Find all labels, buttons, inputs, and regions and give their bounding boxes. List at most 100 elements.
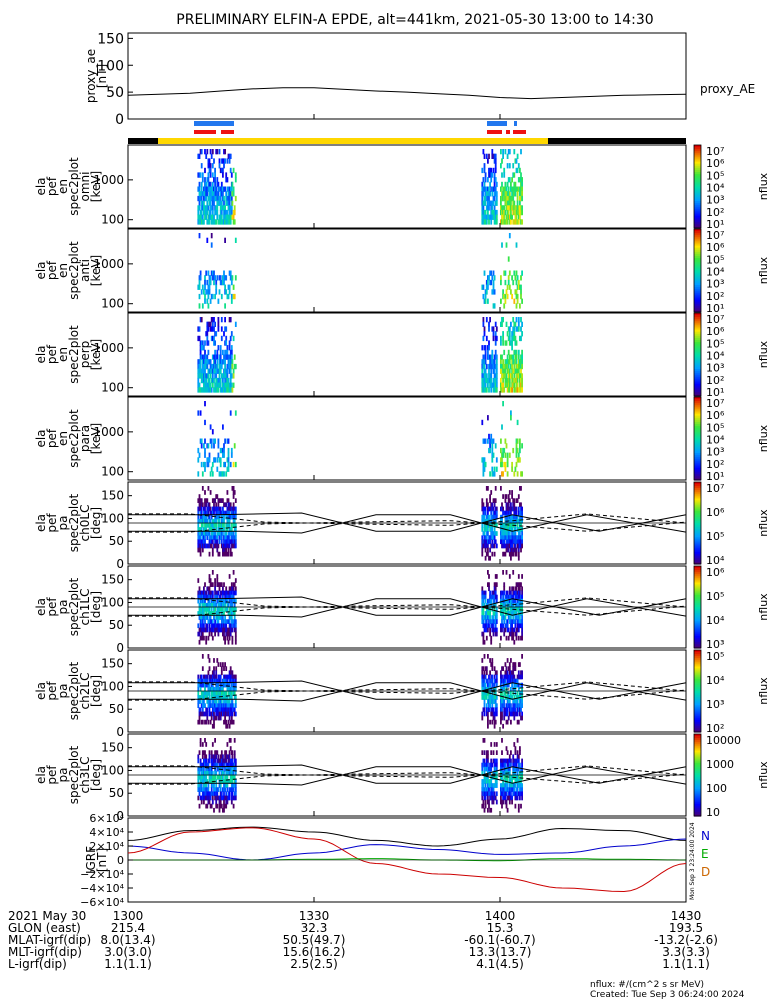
spectrogram-cell [217, 368, 220, 374]
colorbar-tick-label: 100 [706, 782, 727, 795]
spectrogram-cell [492, 619, 495, 624]
spectrogram-cell [234, 607, 237, 612]
spectrogram-cell [492, 707, 495, 713]
spectrogram-cell [233, 695, 236, 700]
spectrogram-cell [207, 163, 210, 169]
spectrogram-cell [226, 457, 229, 463]
colorbar-swatch [694, 525, 701, 528]
spectrogram-cell [201, 200, 204, 206]
spectrogram-cell [201, 719, 204, 725]
spectrogram-cell [516, 471, 519, 477]
spectrogram-cell [512, 506, 515, 512]
spectrogram-cell [208, 382, 211, 388]
spectrogram-cell [204, 783, 206, 788]
colorbar-swatch [694, 494, 701, 497]
spectrogram-cell [227, 523, 230, 528]
spectrogram-cell [501, 506, 503, 512]
spectrogram-cell [206, 762, 209, 768]
colorbar-swatch [694, 463, 701, 467]
spectrogram-cell [485, 607, 488, 612]
spectrogram-cell [203, 750, 205, 755]
spectrogram-cell [223, 791, 225, 797]
spectrogram-cell [218, 686, 221, 692]
spectrogram-cell [227, 686, 230, 692]
colorbar-swatch [694, 682, 701, 686]
spectrogram-cell [495, 214, 498, 220]
spectrogram-cell [511, 619, 513, 624]
spectrogram-cell [214, 457, 216, 463]
spectrogram-cell [516, 167, 519, 174]
spectrogram-cell [219, 471, 222, 477]
spectrogram-cell [493, 219, 496, 225]
spectrogram-cell [504, 691, 507, 696]
spectrogram-cell [200, 691, 203, 696]
spectrogram-cell [506, 387, 509, 393]
spectrogram-cell [490, 502, 493, 508]
l-value: 1.1(1.1) [662, 957, 710, 971]
spectrogram-cell [490, 787, 493, 792]
spectrogram-cell [219, 527, 222, 532]
spectrogram-cell [199, 527, 202, 532]
spectrogram-cell [225, 289, 228, 295]
spectrogram-cell [483, 766, 486, 772]
spectrogram-cell [492, 209, 495, 216]
spectrogram-cell [506, 762, 509, 768]
spectrogram-cell [225, 368, 228, 374]
spectrogram-cell [484, 506, 487, 512]
spectrogram-cell [234, 631, 237, 637]
spectrogram-cell [220, 607, 223, 612]
spectrogram-cell [489, 611, 491, 616]
spectrogram-cell [208, 275, 211, 281]
spectrogram-cell [481, 387, 484, 393]
spectrogram-cell [514, 795, 517, 801]
spectrogram-cell [510, 703, 512, 708]
spectrogram-cell [517, 719, 520, 725]
spectrogram-cells [197, 738, 523, 813]
spectrogram-cell [506, 795, 509, 801]
spectrogram-cell [507, 186, 510, 192]
spectrogram-cell [217, 298, 220, 304]
y-axis-label-line: pa [56, 768, 70, 783]
spectrogram-cell [223, 149, 225, 155]
spectrogram-cell [500, 438, 502, 444]
spectrogram-cell [508, 662, 511, 667]
colorbar-swatch [694, 734, 701, 737]
spectrogram-cell [514, 539, 517, 545]
spectrogram-cell [208, 699, 211, 704]
spectrogram-cell [511, 707, 513, 713]
spectrogram-cell [213, 627, 215, 633]
spectrogram-cell [222, 779, 224, 784]
spectrogram-cell [503, 167, 506, 174]
spectrogram-cell [517, 635, 520, 641]
spectrogram-cell [201, 214, 204, 220]
spectrogram-cell [503, 219, 506, 225]
spectrogram-cell [483, 382, 486, 388]
spectrogram-cell [200, 795, 203, 801]
spectrogram-cell [493, 715, 496, 721]
spectrogram-cell [519, 438, 521, 444]
spectrogram-cell [213, 762, 215, 768]
spectrogram-cell [223, 279, 225, 286]
spectrogram-cell [208, 551, 211, 557]
spectrogram-cell [204, 205, 206, 211]
spectrogram-cell [213, 377, 215, 384]
colorbar-swatch [694, 163, 701, 167]
spectrogram-cell [216, 457, 219, 463]
spectrogram-cell [500, 695, 502, 700]
spectrogram-cell [210, 770, 213, 776]
spectrogram-cell [217, 695, 220, 700]
spectrogram-cell [510, 787, 512, 792]
spectrogram-cell [206, 691, 209, 696]
spectrogram-cell [208, 209, 211, 216]
spectrogram-cell [508, 699, 511, 704]
spectrogram-cell [206, 219, 209, 225]
spectrogram-cell [487, 382, 489, 388]
spectrogram-cell [204, 293, 206, 300]
spectrogram-cell [207, 349, 210, 356]
spectrogram-cell [226, 219, 229, 225]
spectrogram-cell [211, 594, 214, 600]
y-axis-label-line: ela [34, 261, 48, 279]
spectrogram-cell [510, 551, 512, 557]
spectrogram-cell [197, 787, 200, 792]
spectrogram-cell [492, 770, 495, 776]
